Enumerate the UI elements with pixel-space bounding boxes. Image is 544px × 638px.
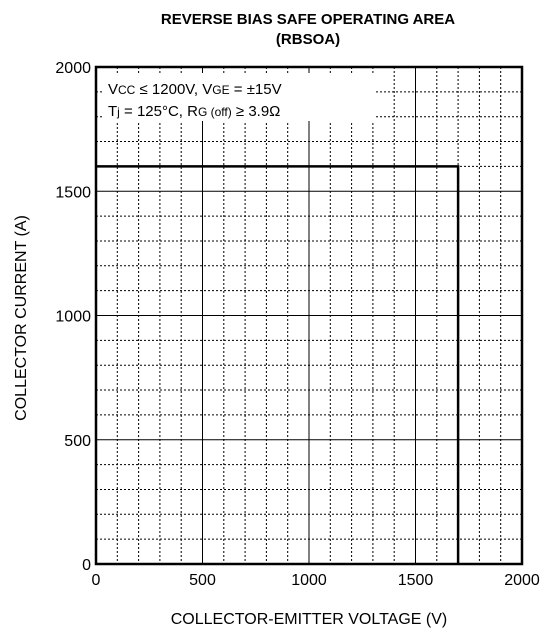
y-tick-labels: 0 500 1000 1500 2000 [55, 60, 91, 574]
annotation-vcc-subscript: CC [118, 83, 136, 97]
y-tick-label: 1000 [55, 309, 91, 326]
annotation-tj-value: = 125°C, R [120, 103, 198, 120]
y-axis-label: COLLECTOR CURRENT (A) [13, 215, 30, 421]
annotation-vcc-symbol: V [108, 81, 118, 98]
annotation-vge-value: = ±15V [230, 81, 282, 98]
x-tick-label: 1000 [291, 572, 327, 589]
series-layer [96, 165, 460, 564]
chart-title: REVERSE BIAS SAFE OPERATING AREA [161, 11, 455, 28]
x-tick-label: 500 [189, 572, 216, 589]
x-tick-labels: 0 500 1000 1500 2000 [92, 572, 540, 589]
y-tick-label: 1500 [55, 184, 91, 201]
annotation-rg-subscript: G (off) [198, 105, 232, 119]
annotation-tj-symbol: T [108, 103, 117, 120]
annotation-line-1: VCC ≤ 1200V, VGE = ±15V [108, 81, 282, 98]
plot-frame [94, 65, 524, 566]
chart-subtitle: (RBSOA) [276, 31, 340, 48]
y-tick-label: 0 [82, 557, 91, 574]
x-tick-label: 1500 [398, 572, 434, 589]
x-axis-label: COLLECTOR-EMITTER VOLTAGE (V) [171, 611, 447, 628]
annotation-background [102, 73, 374, 121]
major-grid [96, 67, 522, 564]
x-tick-label: 0 [92, 572, 101, 589]
annotation-vge-subscript: GE [212, 83, 229, 97]
y-tick-label: 500 [64, 433, 91, 450]
annotation-rg-value: ≥ 3.9Ω [232, 103, 281, 120]
annotation-vcc-value: ≤ 1200V, V [135, 81, 212, 98]
annotation-tj-subscript: j [116, 105, 120, 119]
x-tick-label: 2000 [504, 572, 540, 589]
annotation-line-2: Tj = 125°C, RG (off) ≥ 3.9Ω [108, 103, 280, 120]
y-tick-label: 2000 [55, 60, 91, 77]
rbsoa-limit-line-0 [96, 165, 460, 564]
